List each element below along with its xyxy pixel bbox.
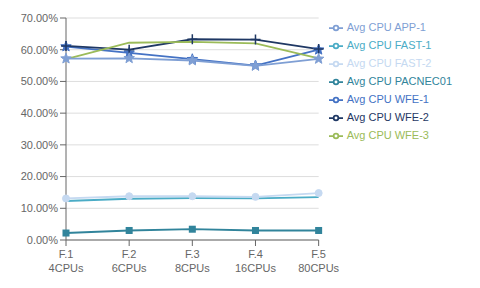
svg-text:20.00%: 20.00% [21,170,59,182]
svg-text:F.14CPUs: F.14CPUs [49,248,84,274]
html-text:Avg CPU FAST-1: Avg CPU FAST-1 [346,39,432,51]
html-text:Avg CPU FAST-2: Avg CPU FAST-2 [346,57,432,69]
html-text:Avg CPU WFE-3: Avg CPU WFE-3 [346,129,429,141]
svg-text:0.00%: 0.00% [27,234,58,246]
html-text:Avg CPU PACNEC01: Avg CPU PACNEC01 [346,75,452,87]
svg-text:70.00%: 70.00% [21,12,59,24]
svg-text:40.00%: 40.00% [21,107,59,119]
html-text:Avg CPU WFE-2: Avg CPU WFE-2 [346,111,429,123]
svg-text:50.00%: 50.00% [21,75,59,87]
html-text:Avg CPU APP-1: Avg CPU APP-1 [346,21,426,33]
svg-text:F.416CPUs: F.416CPUs [235,248,276,274]
svg-text:F.38CPUs: F.38CPUs [175,248,210,274]
svg-text:30.00%: 30.00% [21,139,59,151]
svg-text:10.00%: 10.00% [21,202,59,214]
svg-text:F.580CPUs: F.580CPUs [298,248,339,274]
html-text:Avg CPU WFE-1: Avg CPU WFE-1 [346,93,429,105]
svg-text:F.26CPUs: F.26CPUs [112,248,147,274]
svg-text:60.00%: 60.00% [21,44,59,56]
